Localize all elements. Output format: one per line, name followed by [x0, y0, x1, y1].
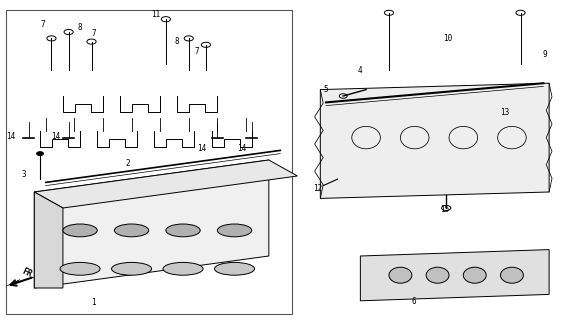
Text: 14: 14: [51, 132, 61, 140]
Text: 11: 11: [152, 10, 161, 19]
Text: 7: 7: [194, 47, 199, 56]
Text: 5: 5: [323, 85, 328, 94]
Text: 13: 13: [500, 108, 510, 116]
Ellipse shape: [389, 267, 412, 283]
Polygon shape: [34, 160, 269, 288]
Ellipse shape: [112, 262, 152, 275]
Text: 2: 2: [126, 159, 130, 168]
Polygon shape: [360, 250, 549, 301]
Text: 14: 14: [237, 144, 247, 153]
Text: 14: 14: [197, 144, 206, 153]
Text: 8: 8: [77, 23, 82, 32]
Text: 7: 7: [92, 29, 96, 38]
Text: 15: 15: [440, 205, 450, 214]
Text: 9: 9: [542, 50, 547, 59]
Bar: [6, 10, 292, 314]
Ellipse shape: [500, 267, 523, 283]
Text: FR.: FR.: [20, 267, 37, 281]
Text: 12: 12: [313, 184, 323, 193]
Polygon shape: [34, 160, 297, 208]
Polygon shape: [34, 192, 63, 288]
Text: 3: 3: [21, 170, 26, 179]
Text: 10: 10: [443, 34, 452, 43]
Ellipse shape: [217, 224, 252, 237]
Polygon shape: [6, 279, 20, 286]
Text: 8: 8: [174, 37, 179, 46]
Ellipse shape: [166, 224, 200, 237]
Ellipse shape: [426, 267, 449, 283]
Ellipse shape: [63, 224, 97, 237]
Text: 1: 1: [92, 298, 96, 307]
Text: 14: 14: [6, 132, 15, 140]
Ellipse shape: [60, 262, 100, 275]
Circle shape: [37, 152, 43, 156]
Ellipse shape: [114, 224, 149, 237]
Polygon shape: [320, 83, 549, 198]
Text: 6: 6: [412, 297, 416, 306]
Ellipse shape: [214, 262, 255, 275]
Ellipse shape: [463, 267, 486, 283]
Text: 7: 7: [40, 20, 45, 28]
Ellipse shape: [163, 262, 203, 275]
Text: 4: 4: [358, 66, 362, 75]
